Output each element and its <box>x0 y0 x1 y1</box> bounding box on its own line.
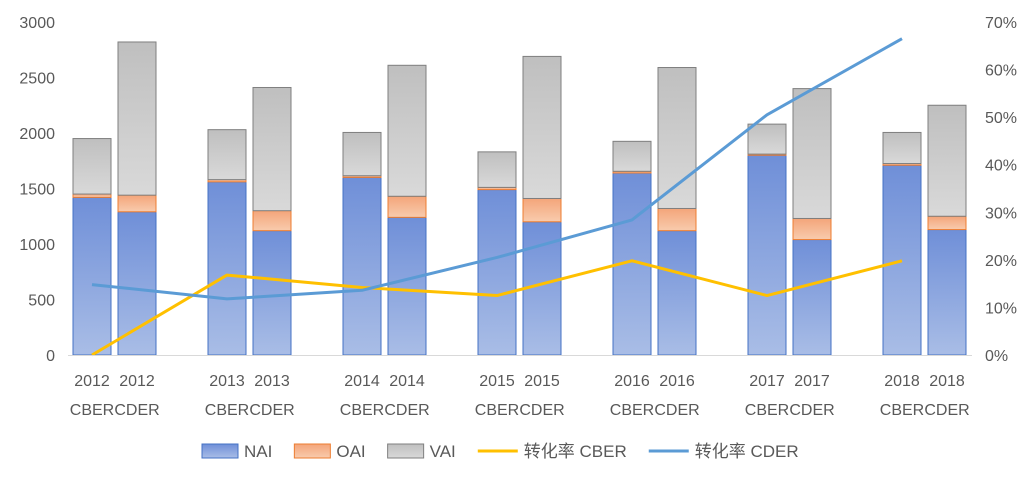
x-tick-label-center: CDER <box>789 402 834 419</box>
bar-vai-2018-cber <box>882 131 922 165</box>
lines-layer <box>91 37 903 357</box>
line-series-cder <box>91 37 903 301</box>
legend-label: VAI <box>430 442 456 461</box>
bar-nai-2014-cber <box>342 176 382 356</box>
bar-oai-2018-cder <box>927 215 967 231</box>
legend-swatch-oai <box>293 443 331 459</box>
x-tick-label-year: 2017 <box>749 373 785 390</box>
x-tick-label-year: 2016 <box>614 373 650 390</box>
x-tick-label-center: CBER <box>610 402 654 419</box>
x-tick-label-year: 2012 <box>119 373 155 390</box>
y2-tick-label: 70% <box>985 15 1017 32</box>
x-tick-label-center: CBER <box>745 402 789 419</box>
x-tick-label-center: CDER <box>249 402 294 419</box>
x-tick-label-year: 2018 <box>929 373 965 390</box>
y-tick-label: 1000 <box>19 237 55 254</box>
bar-oai-2016-cder <box>657 207 697 232</box>
bar-nai-2018-cber <box>882 164 922 356</box>
bar-vai-2016-cder <box>657 67 697 209</box>
y-tick-label: 2500 <box>19 71 55 88</box>
bars-layer <box>72 41 967 356</box>
bar-oai-2012-cder <box>117 194 157 213</box>
bar-nai-2013-cder <box>252 230 292 356</box>
x-tick-label-year: 2018 <box>884 373 920 390</box>
x-tick-label-center: CDER <box>654 402 699 419</box>
bar-nai-2018-cder <box>927 229 967 356</box>
axes-layer: 0 500 1000 1500 2000 2500 3000 0% 10% 20% 30% 40% 50… <box>19 15 1017 419</box>
bar-vai-2015-cber <box>477 151 517 188</box>
bar-nai-2012-cder <box>117 211 157 356</box>
bar-vai-2017-cber <box>747 123 787 155</box>
bar-vai-2014-cber <box>342 131 382 177</box>
y-tick-label: 2000 <box>19 126 55 143</box>
legend: NAI OAI VAI 转化率 CBER 转化率 CDER <box>201 442 799 461</box>
x-tick-label-year: 2015 <box>479 373 515 390</box>
bar-vai-2012-cber <box>72 138 112 195</box>
x-tick-label-center: CDER <box>924 402 969 419</box>
x-tick-label-year: 2013 <box>209 373 245 390</box>
bar-oai-2017-cder <box>792 217 832 241</box>
bar-nai-2017-cber <box>747 154 787 356</box>
bar-vai-2013-cber <box>207 129 247 181</box>
x-tick-label-year: 2013 <box>254 373 290 390</box>
bar-nai-2013-cber <box>207 181 247 356</box>
legend-swatch-nai <box>201 443 239 459</box>
bar-vai-2017-cder <box>792 88 832 219</box>
bar-vai-2014-cder <box>387 64 427 197</box>
bar-vai-2018-cder <box>927 104 967 217</box>
y-tick-label: 500 <box>28 293 55 310</box>
x-tick-label-center: CDER <box>519 402 564 419</box>
x-tick-label-year: 2014 <box>389 373 425 390</box>
legend-label: NAI <box>244 442 272 461</box>
y2-tick-label: 20% <box>985 253 1017 270</box>
y2-tick-label: 50% <box>985 110 1017 127</box>
bar-oai-2013-cder <box>252 210 292 232</box>
bar-vai-2016-cber <box>612 140 652 172</box>
y2-tick-label: 40% <box>985 158 1017 175</box>
bar-oai-2014-cder <box>387 195 427 218</box>
bar-vai-2015-cder <box>522 55 562 199</box>
legend-label: OAI <box>336 442 365 461</box>
legend-label: 转化率 CDER <box>695 442 799 461</box>
bar-nai-2016-cder <box>657 230 697 356</box>
bar-nai-2014-cder <box>387 216 427 356</box>
bar-vai-2013-cder <box>252 86 292 212</box>
y2-tick-label: 10% <box>985 300 1017 317</box>
y-tick-label: 0 <box>46 348 55 365</box>
x-tick-label-center: CDER <box>114 402 159 419</box>
bar-nai-2017-cder <box>792 239 832 356</box>
bar-nai-2015-cber <box>477 189 517 356</box>
x-tick-label-center: CBER <box>475 402 519 419</box>
x-tick-label-center: CBER <box>70 402 114 419</box>
legend-swatch-vai <box>387 443 425 459</box>
y-tick-label: 1500 <box>19 182 55 199</box>
y2-tick-label: 30% <box>985 205 1017 222</box>
y2-tick-label: 60% <box>985 63 1017 80</box>
x-tick-label-center: CBER <box>880 402 924 419</box>
x-tick-label-year: 2012 <box>74 373 110 390</box>
bar-vai-2012-cder <box>117 41 157 196</box>
legend-label: 转化率 CBER <box>524 442 627 461</box>
bar-oai-2015-cder <box>522 197 562 223</box>
x-tick-label-center: CBER <box>340 402 384 419</box>
x-tick-label-year: 2015 <box>524 373 560 390</box>
x-tick-label-center: CDER <box>384 402 429 419</box>
x-tick-label-year: 2016 <box>659 373 695 390</box>
y-tick-label: 3000 <box>19 15 55 32</box>
y2-tick-label: 0% <box>985 348 1008 365</box>
x-tick-label-year: 2014 <box>344 373 380 390</box>
bar-nai-2012-cber <box>72 196 112 356</box>
line-series-cber <box>91 259 903 357</box>
x-tick-label-center: CBER <box>205 402 249 419</box>
x-tick-label-year: 2017 <box>794 373 830 390</box>
